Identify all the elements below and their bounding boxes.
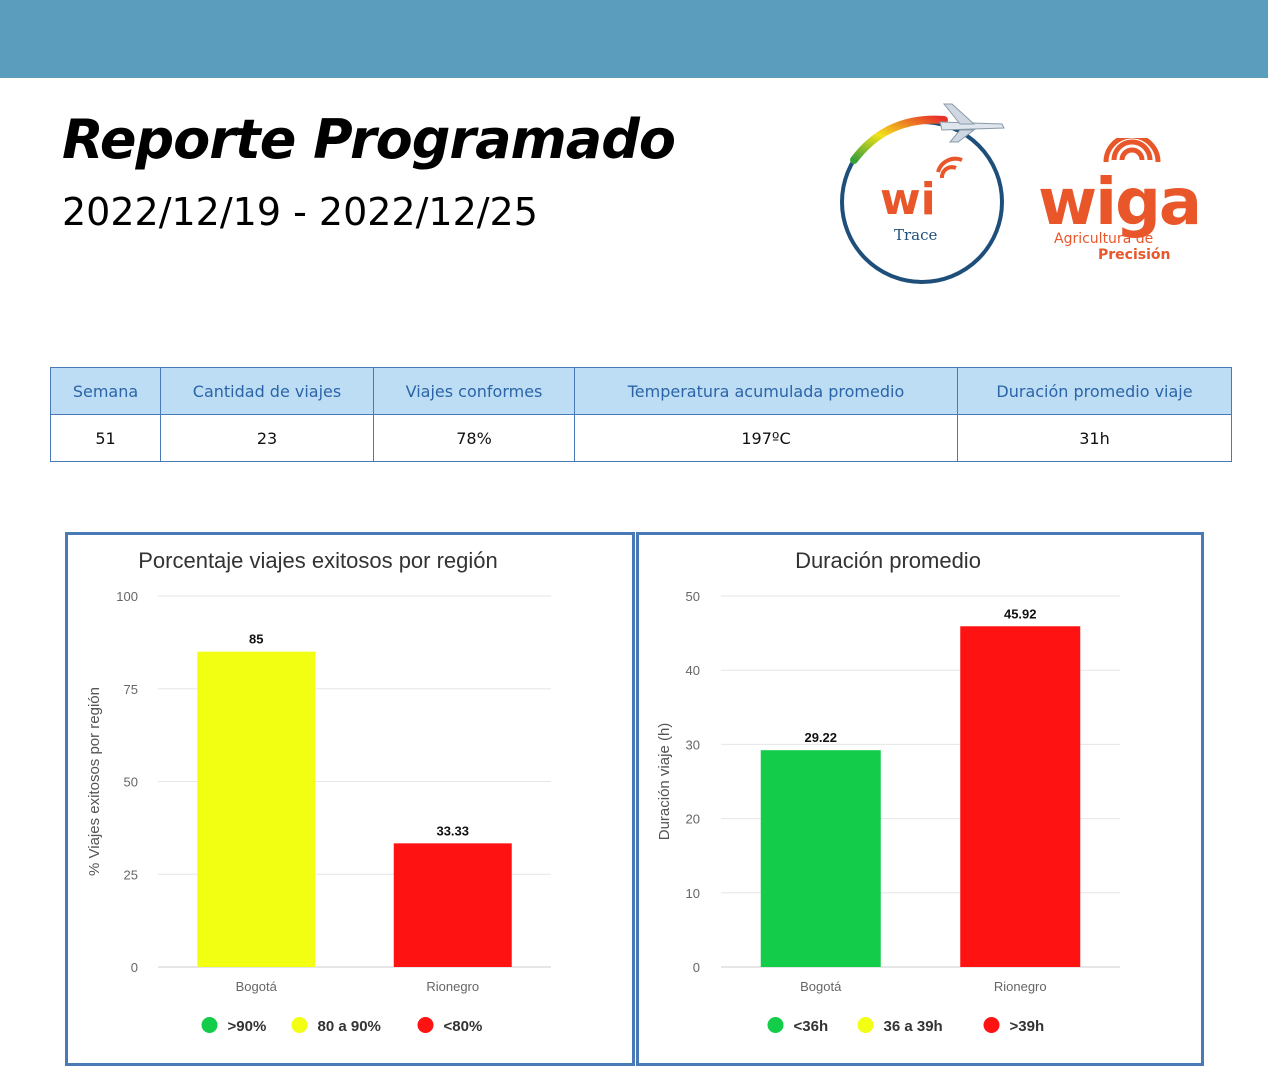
legend-label: 80 a 90% <box>318 1018 381 1035</box>
y-tick-label: 75 <box>124 682 138 697</box>
wiga-sub2: Precisión <box>1098 247 1170 263</box>
header-duracion: Duración promedio viaje <box>957 367 1232 415</box>
data-label: 29.22 <box>804 730 837 745</box>
summary-header-row: Semana Cantidad de viajes Viajes conform… <box>50 367 1232 415</box>
cell-semana: 51 <box>50 414 161 462</box>
y-axis-label: % Viajes exitosos por región <box>86 687 103 876</box>
legend-marker <box>201 1017 218 1033</box>
cell-viajes-conformes: 78% <box>373 414 575 462</box>
wiga-logo: wiga Agricultura de Precisión <box>1038 138 1202 263</box>
y-tick-label: 50 <box>124 775 138 790</box>
bar-rionegro <box>393 843 512 967</box>
chart-title: Porcentaje viajes exitosos por región <box>138 548 498 573</box>
cell-duracion: 31h <box>957 414 1232 462</box>
header-cantidad-viajes: Cantidad de viajes <box>160 367 374 415</box>
y-tick-label: 10 <box>686 886 700 901</box>
x-tick-label: Rionegro <box>994 979 1047 994</box>
data-label: 85 <box>249 632 263 647</box>
x-tick-label: Bogotá <box>800 979 842 994</box>
y-tick-label: 0 <box>131 960 138 975</box>
legend-marker <box>767 1017 784 1033</box>
legend-marker <box>857 1017 874 1033</box>
y-tick-label: 25 <box>124 867 138 882</box>
signal-icon <box>936 156 963 179</box>
witrace-sub-text: Trace <box>894 226 938 244</box>
wiga-signal-icon <box>1103 138 1161 163</box>
airplane-icon <box>939 103 1005 143</box>
y-tick-label: 20 <box>686 812 700 827</box>
y-axis-label: Duración viaje (h) <box>656 723 673 841</box>
chart-title: Duración promedio <box>795 548 981 573</box>
wiga-sub1: Agricultura de <box>1054 231 1153 247</box>
witrace-wi-text: wi <box>880 174 936 225</box>
wiga-wordmark: wiga <box>1038 166 1200 240</box>
data-label: 45.92 <box>1004 606 1037 621</box>
legend-label: >39h <box>1010 1018 1045 1035</box>
legend-label: <36h <box>794 1018 829 1035</box>
header-semana: Semana <box>50 367 161 415</box>
chart-panel-exitosos: Porcentaje viajes exitosos por región 0 25… <box>65 532 635 1066</box>
header-viajes-conformes: Viajes conformes <box>373 367 575 415</box>
x-tick-label: Rionegro <box>426 979 479 994</box>
date-range: 2022/12/19 - 2022/12/25 <box>62 190 538 234</box>
top-banner <box>0 0 1268 78</box>
y-tick-label: 30 <box>686 737 700 752</box>
data-label: 33.33 <box>436 823 469 838</box>
bar-bogot- <box>760 750 881 967</box>
x-tick-label: Bogotá <box>236 979 278 994</box>
chart-panel-duracion: Duración promedio 0 10 20 30 40 50 Duración via… <box>636 532 1204 1066</box>
cell-temperatura: 197ºC <box>574 414 958 462</box>
chart-duracion: Duración promedio 0 10 20 30 40 50 Duración via… <box>656 548 1120 1035</box>
legend-label: >90% <box>228 1018 267 1035</box>
summary-table: Semana Cantidad de viajes Viajes conform… <box>50 367 1232 462</box>
page-title: Reporte Programado <box>62 108 676 171</box>
y-tick-label: 50 <box>686 589 700 604</box>
cell-cantidad-viajes: 23 <box>160 414 374 462</box>
legend-label: 36 a 39h <box>884 1018 943 1035</box>
chart-exitosos: Porcentaje viajes exitosos por región 0 25… <box>86 548 551 1035</box>
bar-rionegro <box>960 626 1081 967</box>
y-tick-label: 0 <box>693 960 700 975</box>
summary-data-row: 51 23 78% 197ºC 31h <box>50 414 1232 462</box>
legend-marker <box>417 1017 434 1033</box>
y-tick-label: 100 <box>116 589 138 604</box>
legend-marker <box>291 1017 308 1033</box>
legend-label: <80% <box>444 1018 483 1035</box>
y-tick-label: 40 <box>686 663 700 678</box>
header-temperatura: Temperatura acumulada promedio <box>574 367 958 415</box>
witrace-logo: wi Trace <box>840 103 1005 284</box>
legend-marker <box>983 1017 1000 1033</box>
bar-bogot- <box>197 651 316 967</box>
